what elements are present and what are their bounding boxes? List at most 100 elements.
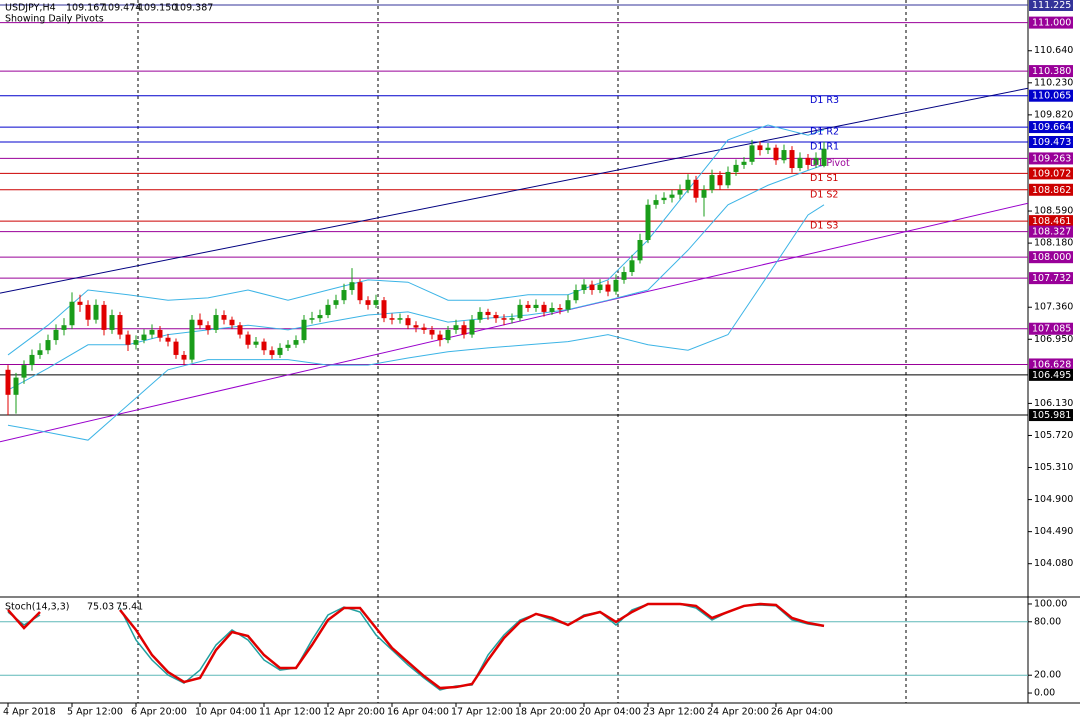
pivot-label: D1 R1 — [810, 142, 839, 153]
candle-body — [301, 319, 307, 341]
candle-body — [669, 194, 675, 198]
level-box — [1029, 358, 1073, 371]
x-tick-label: 12 Apr 20:00 — [323, 707, 385, 718]
candle-body — [429, 329, 435, 335]
x-tick-label: 6 Apr 20:00 — [131, 707, 187, 718]
level-box — [1029, 215, 1073, 228]
candle-body — [693, 179, 699, 198]
candle-body — [677, 189, 683, 195]
level-box — [1029, 89, 1073, 102]
candle-body — [741, 161, 747, 165]
candle-body — [197, 319, 203, 326]
candle-body — [421, 327, 427, 330]
candle-body — [541, 304, 547, 312]
level-box — [1029, 225, 1073, 238]
candle-body — [261, 341, 267, 351]
candle-body — [37, 350, 43, 355]
candle-body — [285, 344, 291, 348]
candle-body — [149, 329, 155, 335]
candle-body — [789, 150, 795, 169]
candle-body — [781, 150, 787, 161]
level-box — [1029, 183, 1073, 196]
candle-body — [613, 279, 619, 292]
candle-body — [477, 311, 483, 320]
x-tick-label: 18 Apr 20:00 — [515, 707, 577, 718]
candle-body — [749, 145, 755, 162]
x-tick-label: 16 Apr 04:00 — [387, 707, 449, 718]
candle-body — [573, 290, 579, 301]
candle-body — [61, 325, 67, 330]
candle-body — [757, 145, 763, 151]
candle-body — [109, 315, 115, 330]
candle-body — [173, 341, 179, 355]
candle-body — [133, 340, 139, 345]
candle-body — [381, 300, 387, 319]
candle-body — [45, 340, 51, 351]
x-tick-label: 10 Apr 04:00 — [195, 707, 257, 718]
bollinger-middle — [7, 164, 825, 391]
candle-body — [709, 175, 715, 190]
candle-body — [557, 308, 563, 310]
level-label: 106.495 — [1032, 370, 1071, 381]
stoch-y-tick-label: 0.00 — [1034, 688, 1055, 699]
candle-body — [621, 272, 627, 280]
stoch-signal — [7, 602, 825, 690]
candle-body — [813, 157, 819, 165]
level-box — [1029, 121, 1073, 134]
candle-body — [525, 304, 531, 309]
candle-body — [253, 341, 259, 345]
bollinger-upper — [7, 124, 825, 356]
x-tick-label: 26 Apr 04:00 — [771, 707, 833, 718]
candle-body — [69, 301, 75, 326]
candle-body — [125, 334, 131, 345]
level-label: 108.862 — [1032, 185, 1071, 196]
candle-body — [509, 318, 515, 320]
candle-body — [357, 282, 363, 301]
candle-body — [205, 325, 211, 330]
x-tick-label: 24 Apr 20:00 — [707, 707, 769, 718]
candle-body — [629, 260, 635, 273]
level-box — [1029, 0, 1073, 12]
y-tick-label: 104.080 — [1034, 558, 1073, 569]
y-tick-label: 109.820 — [1034, 109, 1073, 120]
candle-body — [237, 325, 243, 335]
pivot-label: D1 S3 — [810, 221, 838, 232]
stoch-y-tick-label: 20.00 — [1034, 670, 1061, 681]
candle-body — [85, 304, 91, 320]
candle-body — [77, 301, 83, 305]
level-box — [1029, 322, 1073, 335]
candle-body — [325, 304, 331, 316]
level-label: 109.473 — [1032, 137, 1071, 148]
candle-body — [269, 350, 275, 355]
candle-body — [389, 318, 395, 320]
candle-body — [189, 319, 195, 360]
level-label: 111.000 — [1032, 18, 1071, 29]
candle-body — [245, 334, 251, 345]
level-box — [1029, 65, 1073, 78]
candle-body — [157, 329, 163, 338]
candle-body — [277, 347, 283, 355]
candle-body — [141, 334, 147, 341]
level-label: 108.327 — [1032, 227, 1071, 238]
candle-body — [317, 315, 323, 319]
level-label: 108.461 — [1032, 216, 1071, 227]
candle-body — [765, 147, 771, 151]
stoch-y-tick-label: 100.00 — [1034, 598, 1067, 609]
candle-body — [685, 179, 691, 190]
candle-body — [221, 315, 227, 320]
pivot-label: D1 R3 — [810, 95, 839, 106]
candle-body — [517, 304, 523, 319]
level-box — [1029, 251, 1073, 264]
quote-value: 109.150 — [138, 3, 177, 14]
candle-body — [405, 318, 411, 326]
candle-body — [397, 318, 403, 320]
candle-body — [373, 300, 379, 305]
x-tick-label: 11 Apr 12:00 — [259, 707, 321, 718]
y-tick-label: 110.230 — [1034, 77, 1073, 88]
candle-body — [445, 329, 451, 341]
trendline — [0, 87, 1029, 294]
pivot-label: D1 R2 — [810, 127, 839, 138]
candle-body — [29, 354, 35, 366]
stoch-title: Stoch(14,3,3) — [5, 602, 69, 613]
